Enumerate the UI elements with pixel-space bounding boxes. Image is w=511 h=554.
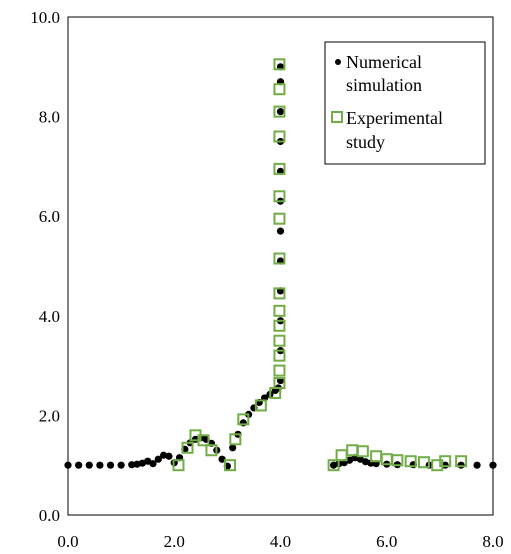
experimental-point [273, 334, 286, 347]
y-tick-label: 6.0 [39, 207, 60, 226]
y-tick-label: 10.0 [30, 8, 60, 27]
numerical-point [276, 108, 285, 116]
legend-numerical-line2: simulation [346, 75, 422, 95]
numerical-point [96, 461, 104, 469]
experimental-point [273, 349, 286, 362]
experimental-point [224, 459, 237, 472]
numerical-point [85, 461, 93, 469]
experimental-point [254, 399, 267, 412]
experimental-point [273, 319, 286, 332]
y-tick-label: 0.0 [39, 506, 60, 525]
x-tick-label: 6.0 [376, 532, 397, 551]
numerical-point [149, 460, 157, 468]
numerical-point [457, 461, 465, 469]
x-tick-label: 8.0 [482, 532, 503, 551]
x-axis-ticks: 0.0 2.0 4.0 6.0 8.0 [57, 532, 503, 551]
experimental-point [273, 130, 286, 143]
numerical-point [117, 461, 125, 469]
experimental-point [229, 433, 242, 446]
y-tick-label: 2.0 [39, 406, 60, 425]
plot-area-frame [67, 16, 494, 516]
experimental-point [197, 434, 210, 447]
experimental-point [181, 441, 194, 454]
experimental-point [431, 459, 444, 472]
numerical-point [218, 455, 226, 463]
experimental-point [273, 252, 286, 265]
x-tick-label: 2.0 [164, 532, 185, 551]
experimental-point [273, 105, 286, 118]
numerical-point [64, 461, 72, 469]
legend-dot-marker [335, 59, 341, 65]
legend-numerical-line1: Numerical [346, 52, 422, 72]
experimental-point [273, 162, 286, 175]
experimental-point [273, 58, 286, 71]
experimental-point [273, 287, 286, 300]
experimental-point [273, 190, 286, 203]
experimental-point [273, 364, 286, 377]
numerical-point [165, 452, 173, 460]
legend: Numerical simulation Experimental study [324, 41, 486, 165]
numerical-point [75, 461, 83, 469]
experimental-point [391, 454, 404, 467]
experimental-point [237, 413, 250, 426]
numerical-point [229, 444, 237, 452]
numerical-point [106, 461, 115, 469]
experimental-point [417, 456, 430, 469]
series-layer [64, 58, 497, 472]
numerical-point [133, 460, 141, 468]
experimental-point [439, 455, 452, 468]
legend-experimental-line2: study [346, 132, 385, 152]
experimental-point [273, 83, 286, 96]
experimental-point [205, 444, 218, 457]
experimental-point [356, 445, 369, 458]
x-tick-label: 0.0 [57, 532, 78, 551]
numerical-point [239, 419, 247, 427]
x-tick-label: 4.0 [270, 532, 291, 551]
experimental-study-series [172, 58, 468, 472]
y-axis-ticks: 0.0 2.0 4.0 6.0 8.0 10.0 [30, 8, 60, 525]
legend-box [324, 41, 486, 165]
numerical-point [473, 461, 481, 469]
numerical-point [276, 227, 285, 235]
experimental-point [327, 459, 340, 472]
numerical-point [489, 461, 497, 469]
legend-experimental-line1: Experimental [346, 108, 443, 128]
y-tick-label: 8.0 [39, 108, 60, 127]
experimental-point [172, 459, 185, 472]
experimental-point [404, 455, 417, 468]
experimental-point [273, 377, 286, 390]
numerical-simulation-series [64, 63, 497, 470]
numerical-point [154, 455, 162, 463]
experimental-point [455, 455, 468, 468]
experimental-point [273, 304, 286, 317]
experimental-point [273, 212, 286, 225]
y-tick-label: 4.0 [39, 307, 60, 326]
numerical-point [160, 451, 168, 459]
numerical-point [128, 461, 136, 469]
legend-square-marker [331, 111, 343, 123]
